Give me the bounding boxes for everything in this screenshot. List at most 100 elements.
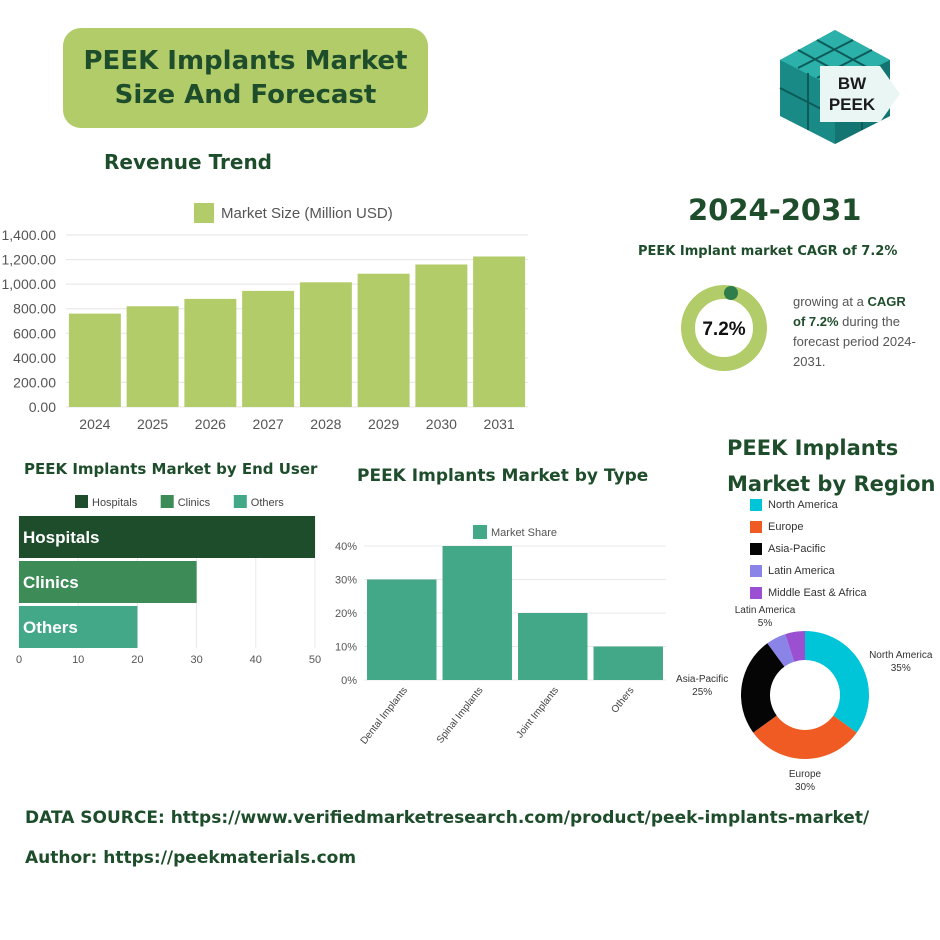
revenue-x-tick: 2027 — [253, 416, 284, 432]
revenue-y-tick: 1,200.00 — [2, 252, 57, 268]
type-y-tick: 10% — [335, 642, 357, 654]
region-slice — [785, 631, 805, 662]
revenue-bar — [415, 264, 468, 407]
end-user-legend-label: Clinics — [178, 497, 211, 509]
region-slice — [753, 715, 857, 759]
region-legend-item: Latin America — [750, 560, 866, 582]
type-y-tick: 30% — [335, 575, 357, 587]
revenue-chart: Market Size (Million USD) 0.00 200.00 400.… — [2, 203, 528, 432]
type-x-tick: Spinal Implants — [435, 685, 486, 746]
region-slice-pct: 5% — [758, 618, 773, 629]
region-heading-line1: PEEK Implants — [727, 436, 899, 460]
region-legend-swatch — [750, 543, 762, 555]
end-user-heading: PEEK Implants Market by End User — [24, 460, 318, 478]
revenue-legend-swatch — [194, 203, 214, 223]
region-legend-label: Asia-Pacific — [768, 543, 826, 555]
end-user-legend-swatch — [75, 495, 88, 508]
end-user-x-tick: 20 — [131, 654, 143, 666]
end-user-x-tick: 50 — [309, 654, 321, 666]
region-legend-item: Europe — [750, 516, 866, 538]
revenue-y-tick: 600.00 — [13, 325, 56, 341]
end-user-chart: Hospitals Clinics Others Hospitals Clinics O… — [16, 495, 321, 666]
cagr-desc-post: during the forecast period 2024-2031. — [793, 314, 916, 369]
revenue-x-tick: 2024 — [79, 416, 110, 432]
type-bar — [593, 646, 663, 680]
region-legend: North America Europe Asia-Pacific Latin Ame… — [750, 494, 866, 604]
revenue-bar — [68, 313, 121, 407]
region-slice-pct: 35% — [891, 663, 911, 674]
end-user-x-tick: 0 — [16, 654, 22, 666]
logo-line1: BW — [838, 74, 867, 93]
type-chart: Market Share 0% 10% 20% 30% 40% Dental Impla… — [335, 525, 666, 747]
region-legend-swatch — [750, 521, 762, 533]
revenue-y-tick: 200.00 — [13, 374, 56, 390]
revenue-x-tick: 2028 — [310, 416, 341, 432]
end-user-x-tick: 10 — [72, 654, 84, 666]
end-user-bar — [19, 606, 138, 648]
type-legend: Market Share — [473, 525, 557, 539]
revenue-x-tick: 2030 — [426, 416, 457, 432]
page-title: PEEK Implants Market Size And Forecast — [83, 46, 408, 110]
end-user-bar-label: Others — [23, 618, 78, 637]
revenue-heading: Revenue Trend — [104, 150, 272, 174]
region-legend-label: Middle East & Africa — [768, 587, 867, 599]
cagr-desc-bold2: of 7.2% — [793, 314, 839, 329]
type-heading: PEEK Implants Market by Type — [357, 466, 649, 486]
region-legend-swatch — [750, 565, 762, 577]
type-legend-swatch — [473, 525, 487, 539]
region-legend-item: Middle East & Africa — [750, 582, 866, 604]
type-y-tick: 20% — [335, 608, 357, 620]
region-slice — [767, 634, 795, 667]
title-banner: PEEK Implants Market Size And Forecast — [63, 28, 428, 128]
end-user-x-tick: 40 — [250, 654, 262, 666]
logo-line2: PEEK — [829, 95, 876, 114]
revenue-x-tick: 2029 — [368, 416, 399, 432]
revenue-bar — [184, 298, 237, 407]
logo-cubes-icon: BW PEEK — [779, 30, 900, 144]
end-user-bar — [19, 561, 197, 603]
region-heading: PEEK Implants Market by Region — [727, 430, 935, 502]
region-slice — [741, 643, 785, 733]
data-source: DATA SOURCE: https://www.verifiedmarketr… — [25, 808, 870, 828]
revenue-bar — [357, 273, 410, 407]
type-x-tick: Dental Implants — [359, 685, 410, 747]
end-user-x-tick: 30 — [190, 654, 202, 666]
period-label: 2024-2031 — [688, 193, 862, 227]
end-user-legend-label: Others — [251, 497, 285, 509]
end-user-legend-swatch — [160, 495, 174, 508]
region-donut-chart: North America 35% Europe 30% Asia-Pacific 25%… — [676, 605, 933, 793]
type-bar — [442, 546, 512, 680]
type-x-tick: Joint Implants — [514, 685, 561, 740]
region-slice-name: North America — [869, 650, 933, 661]
region-slice-name: Asia-Pacific — [676, 674, 728, 685]
cagr-description: growing at a CAGR of 7.2% during the for… — [793, 292, 921, 372]
type-bar — [367, 579, 437, 680]
region-heading-line2: Market by Region — [727, 472, 936, 496]
revenue-x-tick: 2031 — [484, 416, 515, 432]
revenue-y-tick: 400.00 — [13, 350, 56, 366]
region-slice — [805, 631, 869, 733]
region-legend-item: North America — [750, 494, 866, 516]
cagr-ring: 7.2% — [681, 285, 767, 371]
revenue-y-tick: 0.00 — [29, 399, 56, 415]
type-bar — [518, 613, 588, 680]
cagr-value: 7.2% — [702, 319, 745, 340]
region-legend-label: Latin America — [768, 565, 835, 577]
revenue-y-tick: 1,000.00 — [2, 276, 57, 292]
type-y-tick: 0% — [341, 675, 357, 687]
type-y-tick: 40% — [335, 541, 357, 553]
region-slice-pct: 25% — [692, 687, 712, 698]
region-slice-name: Europe — [789, 769, 822, 780]
revenue-bar — [473, 256, 526, 407]
revenue-bar — [242, 290, 295, 407]
end-user-legend-label: Hospitals — [92, 497, 138, 509]
revenue-y-tick: 1,400.00 — [2, 227, 57, 243]
region-slice-name: Latin America — [735, 605, 796, 616]
type-legend-label: Market Share — [491, 527, 557, 539]
cagr-ring-track — [681, 285, 767, 371]
revenue-x-tick: 2025 — [137, 416, 168, 432]
region-legend-label: Europe — [768, 521, 804, 533]
revenue-bar — [299, 282, 352, 407]
brand-logo: BW PEEK — [768, 28, 902, 146]
end-user-legend-swatch — [233, 495, 247, 508]
